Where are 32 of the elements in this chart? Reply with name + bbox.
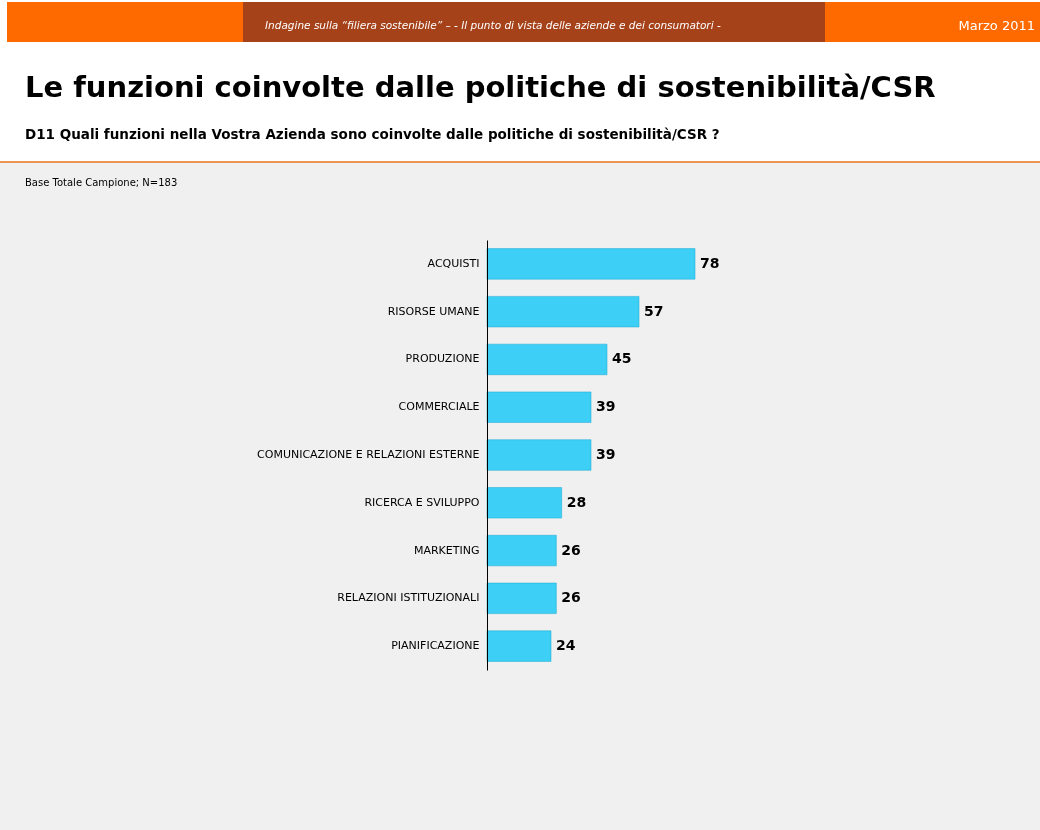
y-tick-label: ACQUISTI <box>427 256 480 270</box>
y-tick-label: PRODUZIONE <box>405 352 480 366</box>
y-tick-label: RISORSE UMANE <box>387 304 480 318</box>
bar <box>486 248 696 280</box>
data-label: 39 <box>596 398 616 415</box>
bar <box>486 582 557 614</box>
bar <box>486 296 640 328</box>
text: Indagine sulla “filiera sostenibile” – - Il punto di vista delle aziende e dei consumatori - <box>265 19 721 31</box>
bar <box>486 439 592 471</box>
data-label: 26 <box>561 541 581 558</box>
data-label: 28 <box>566 493 587 510</box>
text: D11 Quali funzioni nella Vostra Azienda sono coinvolte dalle politiche di sostenibilità/CSR ? <box>25 126 720 142</box>
data-label: 57 <box>644 302 664 319</box>
bar <box>486 391 592 423</box>
y-tick-label: PIANIFICAZIONE <box>391 639 480 653</box>
chart-title: Le funzioni coinvolte dalle politiche di sostenibilità/CSR <box>25 70 936 104</box>
y-tick-label: COMMERCIALE <box>398 400 480 414</box>
y-tick-label: COMUNICAZIONE E RELAZIONI ESTERNE <box>257 448 480 461</box>
data-label: 24 <box>556 637 576 654</box>
text: Base Totale Campione; N=183 <box>25 177 178 188</box>
bar <box>486 630 552 662</box>
data-label: 78 <box>700 254 720 271</box>
data-label: 39 <box>596 446 616 462</box>
data-label: 45 <box>612 350 632 367</box>
y-tick-label: RICERCA E SVILUPPO <box>364 495 480 509</box>
bar <box>486 343 608 375</box>
text: Marzo 2011 <box>958 18 1035 33</box>
y-tick-label: RELAZIONI ISTITUZIONALI <box>337 591 480 605</box>
y-tick-label: MARKETING <box>413 543 480 557</box>
data-label: 26 <box>561 589 581 606</box>
bar <box>486 535 557 567</box>
bar <box>486 487 562 519</box>
